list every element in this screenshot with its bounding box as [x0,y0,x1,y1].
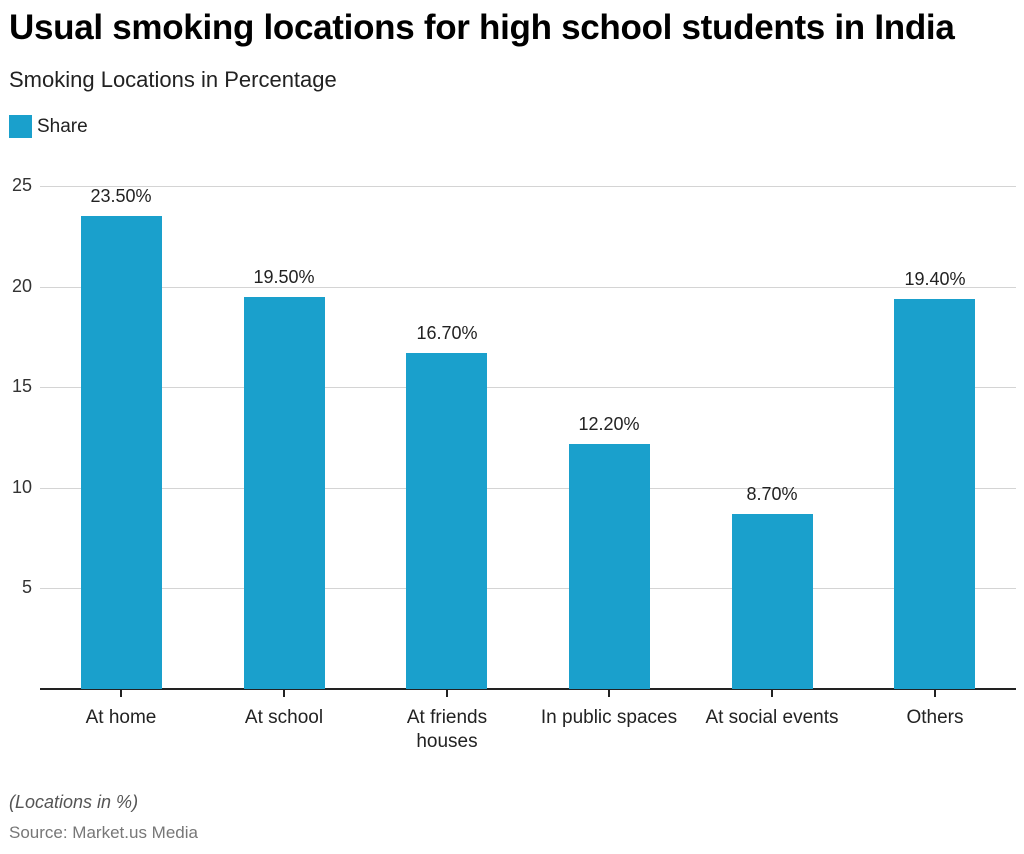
gridline [40,488,1016,489]
x-axis-line [40,688,1016,690]
x-axis-label: In public spaces [529,706,689,730]
legend-label-share: Share [37,115,88,137]
bar-at-school[interactable] [244,297,325,689]
y-tick-label: 25 [11,175,32,195]
chart-title: Usual smoking locations for high school … [9,8,955,47]
data-label: 16.70% [416,323,478,343]
data-label: 12.20% [578,414,640,434]
x-axis-label: At school [204,706,364,730]
x-axis-label-line: At social events [705,707,839,728]
data-label: 23.50% [90,186,152,206]
x-axis-label-line: In public spaces [540,707,678,728]
gridline [40,387,1016,388]
x-axis-label-line: At friends [406,707,488,728]
gridline [40,287,1016,288]
data-label: 19.40% [904,269,966,289]
legend-swatch-share [9,115,32,138]
x-axis-label: At home [41,706,201,730]
source-credit: Source: Market.us Media [9,823,198,842]
x-tick [283,690,285,697]
y-tick-label: 20 [11,276,32,296]
x-axis-label-line: houses [416,731,478,752]
x-axis-label: At friends houses [367,706,527,754]
x-tick [934,690,936,697]
x-tick [120,690,122,697]
y-tick-label: 15 [11,376,32,396]
gridline [40,186,1016,187]
chart-subtitle: Smoking Locations in Percentage [9,67,337,92]
data-label: 19.50% [253,267,315,287]
y-tick-label: 10 [11,477,32,497]
x-axis-label: At social events [692,706,852,730]
x-tick [771,690,773,697]
bar-others[interactable] [894,299,975,689]
legend: Share [9,115,88,138]
bar-at-social-events[interactable] [732,514,813,689]
x-axis-label-line: Others [906,707,964,728]
x-axis-label-line: At home [85,707,157,728]
x-axis-label: Others [855,706,1015,730]
x-tick [608,690,610,697]
data-label: 8.70% [746,484,798,504]
gridline [40,588,1016,589]
x-axis-label-line: At school [244,707,324,728]
bar-at-friends-houses[interactable] [406,353,487,689]
bar-in-public-spaces[interactable] [569,444,650,689]
units-note: (Locations in %) [9,792,139,812]
bar-at-home[interactable] [81,216,162,689]
y-tick-label: 5 [21,577,32,597]
x-tick [446,690,448,697]
